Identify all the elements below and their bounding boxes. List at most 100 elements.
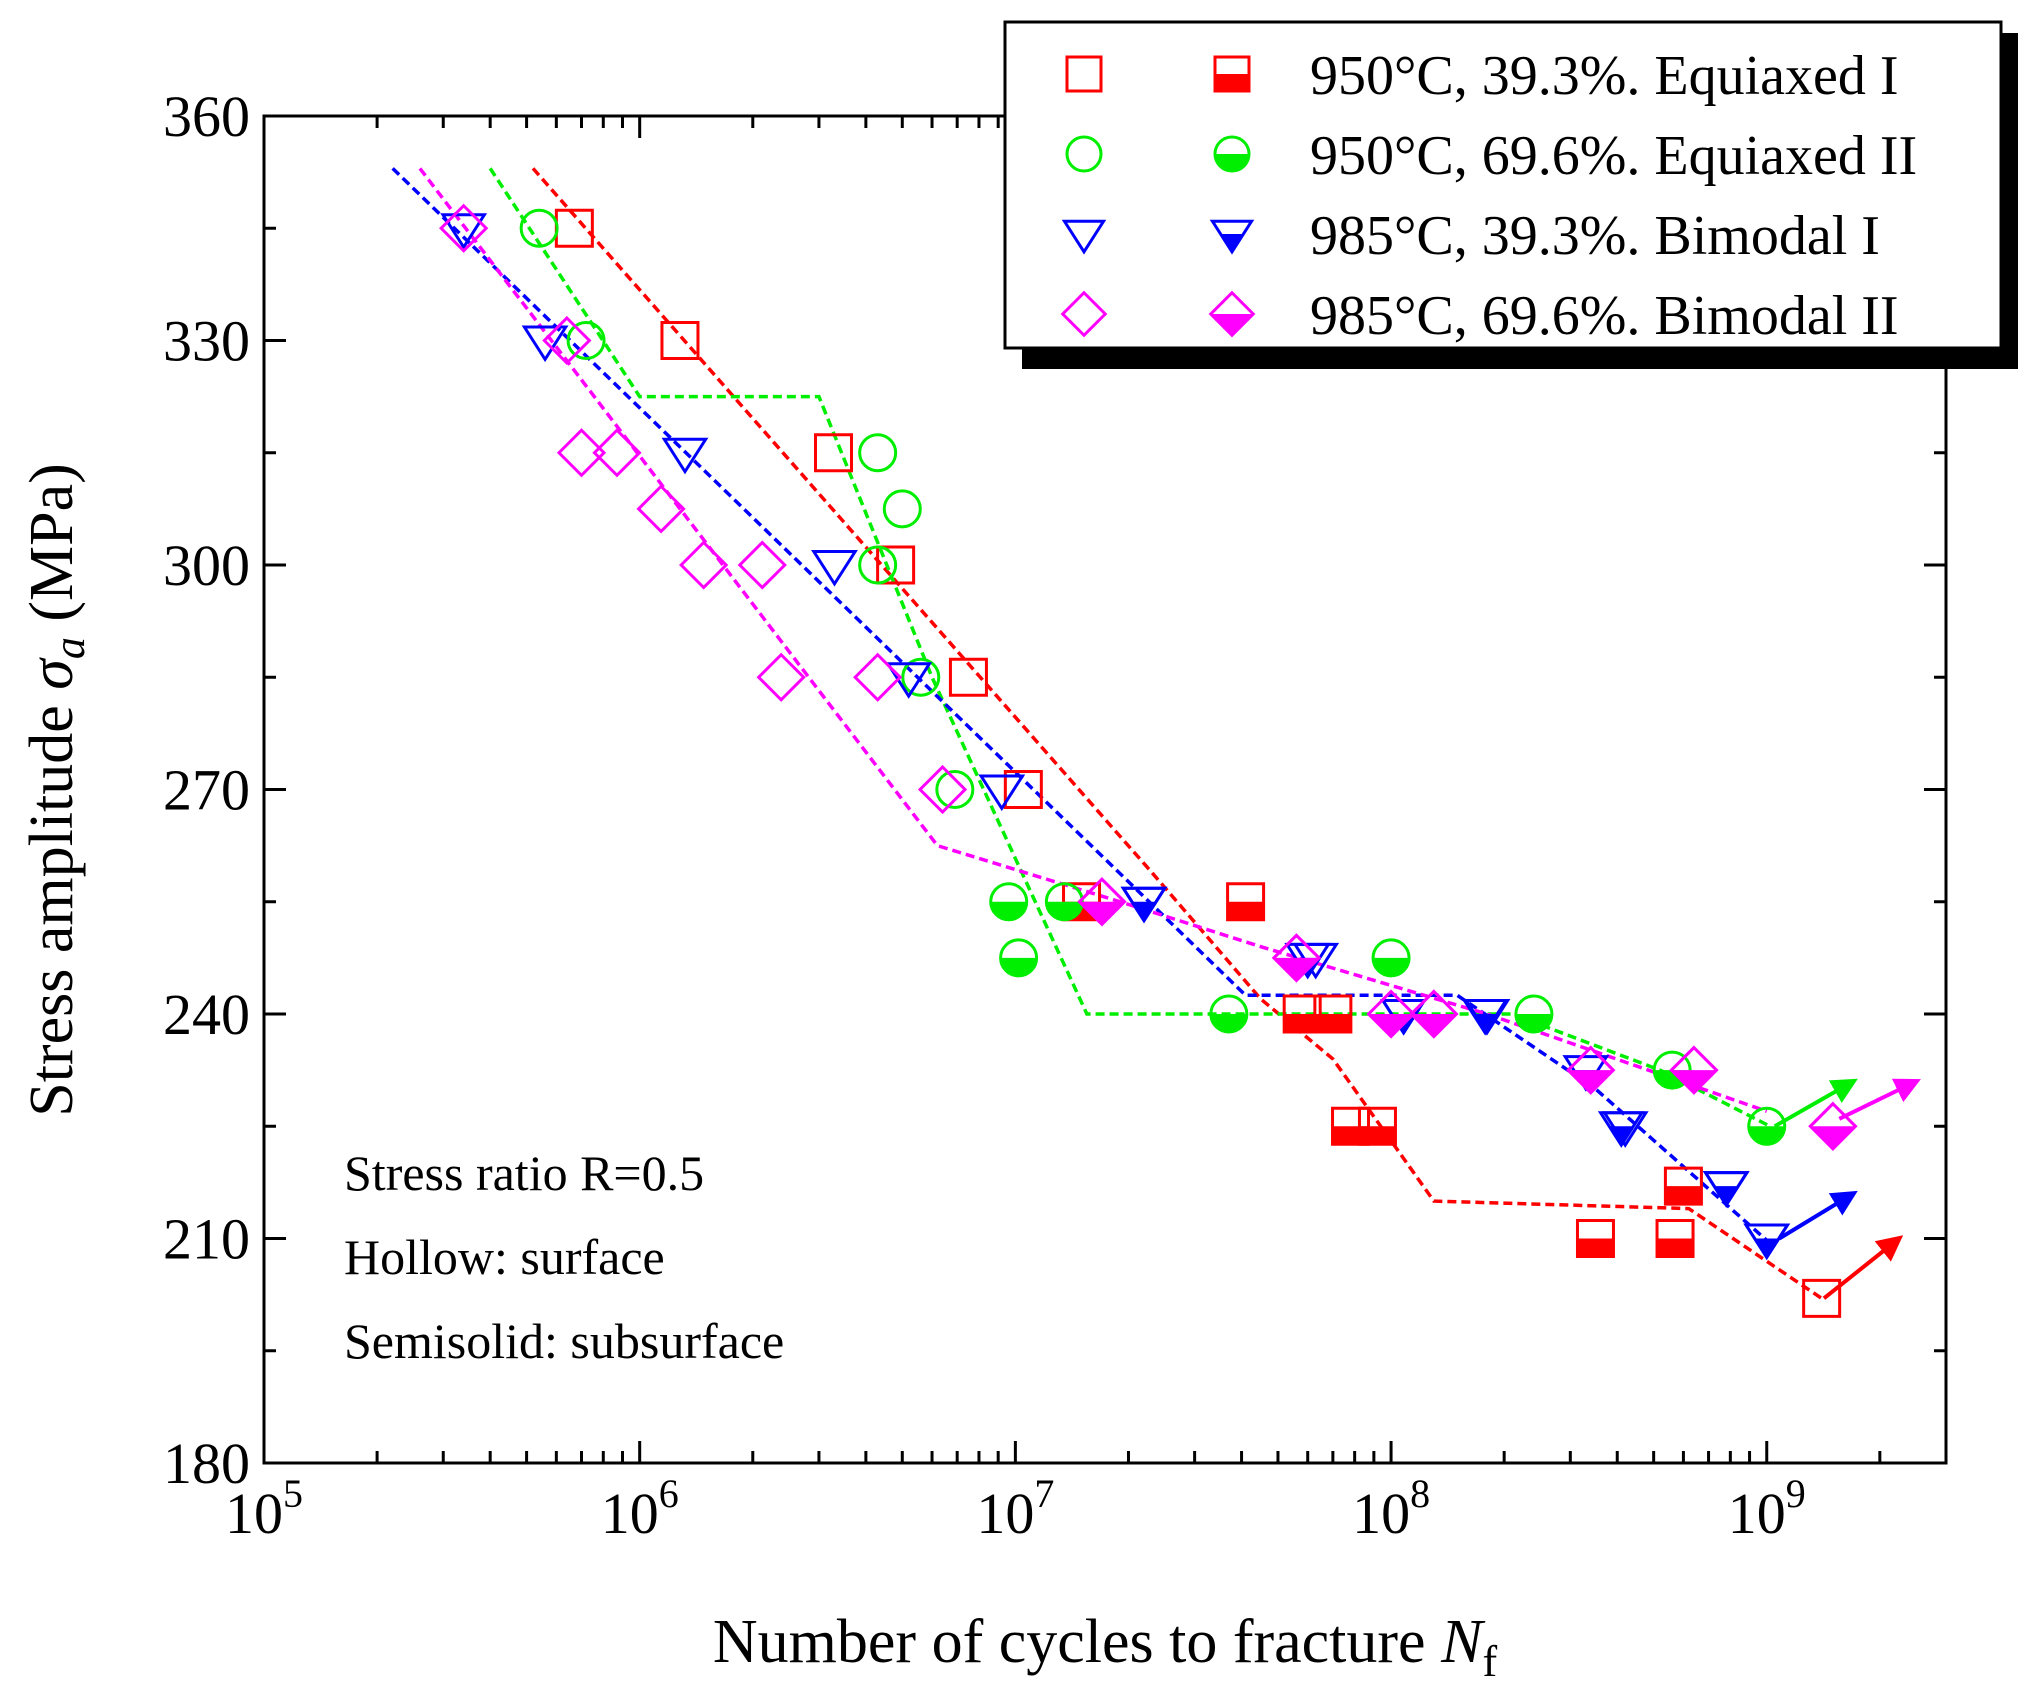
marker-fill <box>1515 1014 1552 1032</box>
marker-outline <box>1209 994 1249 1034</box>
marker-outline <box>948 657 988 697</box>
x-tick-label: 107 <box>976 1471 1054 1546</box>
hollow-marker <box>1061 219 1107 255</box>
marker-outline <box>660 321 700 360</box>
x-tick-label-exponent: 6 <box>659 1471 679 1516</box>
y-tick-label: 180 <box>163 1431 250 1496</box>
y-tick-label: 240 <box>163 982 250 1047</box>
hollow-marker <box>1065 135 1103 173</box>
semisolid-marker <box>999 938 1039 978</box>
semisolid-marker <box>1663 1166 1703 1206</box>
semisolid-marker <box>1366 989 1416 1039</box>
marker-outline <box>1463 999 1511 1036</box>
marker-outline <box>811 550 858 587</box>
legend-box <box>1003 20 2003 350</box>
annotation-line: Semisolid: subsurface <box>344 1313 784 1369</box>
hollow-marker <box>636 484 686 534</box>
marker-fill <box>1754 1238 1779 1258</box>
hollow-marker <box>948 657 988 697</box>
marker-fill <box>1474 1014 1500 1033</box>
marker-fill <box>1215 154 1249 171</box>
marker-outline <box>1597 1111 1645 1148</box>
y-tick-label: 330 <box>163 309 250 374</box>
x-tick-label-exponent: 7 <box>1034 1471 1054 1516</box>
y-axis-label-unit: (MPa) <box>18 463 86 637</box>
annotation-line: Stress ratio R=0.5 <box>344 1145 704 1201</box>
semisolid-marker <box>1655 1219 1695 1258</box>
marker-outline <box>1702 1171 1750 1208</box>
marker-outline <box>566 321 606 360</box>
x-axis-label-main: Number of cycles to fracture <box>713 1608 1441 1676</box>
annotation-text: Stress ratio R=0.5 Hollow: surface Semisol… <box>344 1145 784 1369</box>
semisolid-marker <box>1747 1106 1787 1146</box>
y-axis-label-main: Stress amplitude <box>18 690 86 1117</box>
x-tick-label: 106 <box>601 1471 679 1546</box>
hollow-marker <box>660 321 700 360</box>
marker-fill <box>1284 1014 1321 1032</box>
hollow-marker <box>542 315 592 366</box>
marker-fill <box>1609 1126 1634 1146</box>
hollow-marker <box>737 540 787 590</box>
marker-outline <box>882 489 922 529</box>
marker-outline <box>1669 1045 1719 1095</box>
x-tick-label: 109 <box>1728 1471 1806 1546</box>
marker-outline <box>1663 1166 1703 1206</box>
marker-outline <box>989 882 1029 922</box>
marker-outline <box>1371 938 1411 978</box>
hollow-marker <box>811 550 858 587</box>
y-axis-label-symbol: σ <box>18 657 86 690</box>
semisolid-marker <box>1566 1045 1616 1095</box>
hollow-marker <box>679 540 729 590</box>
semisolid-marker <box>1463 999 1511 1036</box>
y-tick-label: 210 <box>163 1207 250 1272</box>
marker-outline <box>440 213 488 250</box>
hollow-marker <box>858 545 898 585</box>
runout-arrow <box>1822 1235 1904 1300</box>
marker-outline <box>1060 290 1108 338</box>
legend: 950°C, 39.3%. Equiaxed I 950°C, 69.6%. Eq… <box>1003 20 2018 369</box>
semisolid-marker <box>1409 989 1459 1039</box>
marker-fill <box>1714 1186 1739 1206</box>
marker-outline <box>876 545 916 585</box>
hollow-marker <box>519 208 559 248</box>
legend-label: 985°C, 69.6%. Bimodal II <box>1310 285 1899 347</box>
marker-outline <box>1514 994 1554 1034</box>
hollow-marker <box>592 428 642 478</box>
x-axis-label-symbol: N <box>1440 1608 1486 1676</box>
marker-outline <box>1802 1278 1842 1318</box>
legend-label: 985°C, 39.3%. Bimodal I <box>1310 205 1880 267</box>
hollow-marker <box>1003 770 1043 809</box>
marker-fill <box>1657 1238 1694 1257</box>
marker-fill <box>1359 1126 1396 1145</box>
hollow-marker <box>876 545 916 585</box>
semisolid-marker <box>1077 877 1127 927</box>
x-tick-label-base: 10 <box>225 1481 283 1546</box>
semisolid-marker <box>1575 1219 1615 1258</box>
marker-fill <box>1131 901 1157 921</box>
hollow-marker <box>1060 290 1108 338</box>
marker-outline <box>858 433 898 473</box>
semisolid-marker <box>1514 994 1554 1034</box>
marker-fill <box>1314 1014 1351 1032</box>
marker-outline <box>1065 55 1103 93</box>
x-tick-label-base: 10 <box>1728 1481 1786 1546</box>
hollow-marker <box>439 203 489 253</box>
marker-outline <box>556 428 607 478</box>
marker-outline <box>679 540 729 590</box>
hollow-marker <box>853 652 903 702</box>
marker-fill <box>1368 1014 1414 1037</box>
semisolid-marker <box>1313 994 1353 1034</box>
marker-outline <box>1566 1045 1616 1095</box>
marker-fill <box>1665 1186 1702 1205</box>
semisolid-marker <box>1120 886 1168 924</box>
semisolid-marker <box>1271 933 1322 983</box>
semisolid-marker <box>1226 882 1266 922</box>
marker-fill <box>1210 314 1254 336</box>
marker-outline <box>853 652 903 702</box>
marker-fill <box>1373 957 1410 976</box>
hollow-marker <box>556 428 607 478</box>
x-tick-label-base: 10 <box>976 1481 1034 1546</box>
marker-outline <box>1808 1101 1858 1151</box>
marker-outline <box>1271 933 1322 983</box>
